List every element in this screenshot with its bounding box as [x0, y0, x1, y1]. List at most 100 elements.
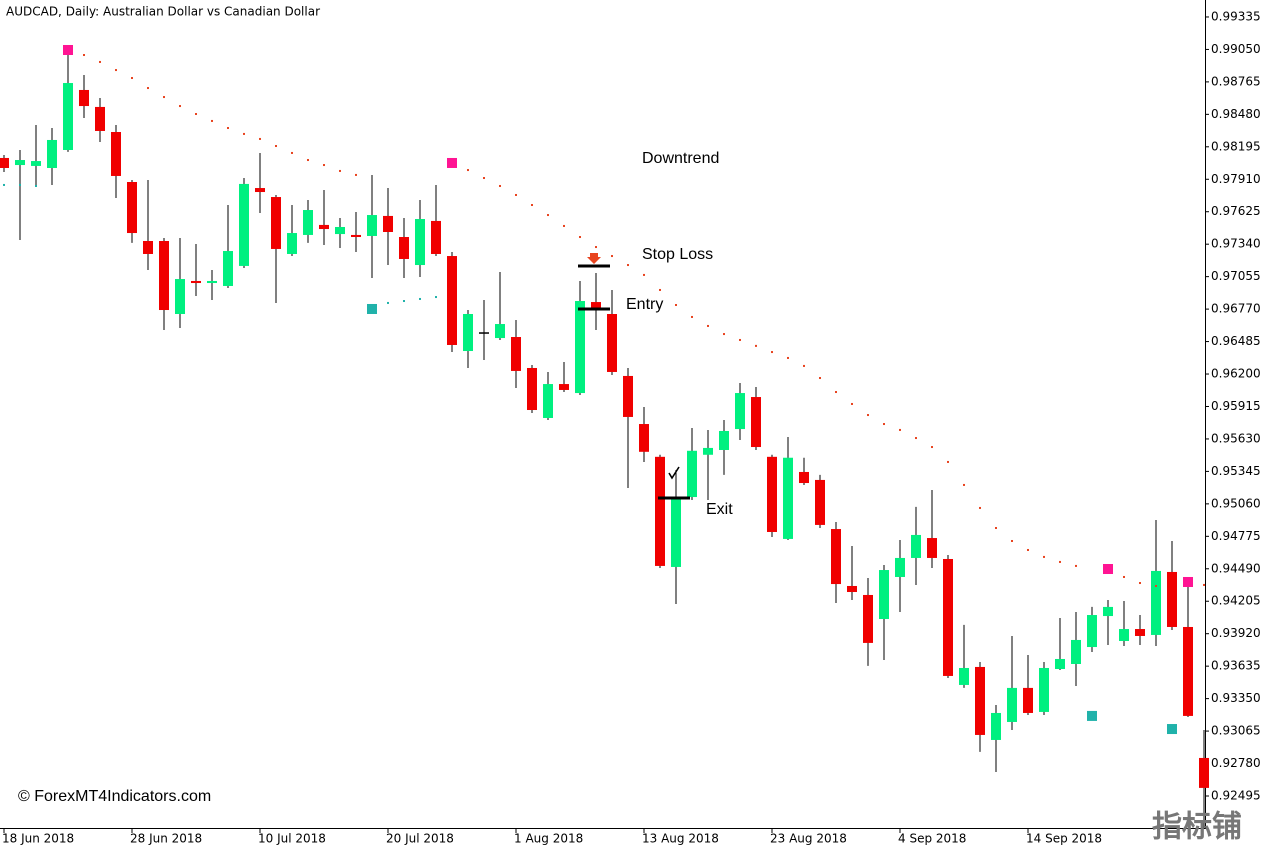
x-tick-label: 1 Aug 2018 — [514, 832, 583, 846]
candle-body — [751, 397, 761, 448]
candle-body — [287, 233, 297, 254]
sar-dot — [3, 183, 5, 186]
candle-body — [1183, 626, 1193, 716]
candle-body — [207, 280, 217, 284]
sar-dot — [707, 324, 709, 327]
candle-body — [895, 557, 905, 577]
candle-body — [527, 367, 537, 411]
sar-dot — [691, 315, 693, 318]
annotation: Exit — [706, 501, 733, 518]
x-tick-label: 14 Sep 2018 — [1026, 832, 1102, 846]
sar-dot — [387, 301, 389, 304]
sar-dot — [403, 300, 405, 303]
x-tick-label: 13 Aug 2018 — [642, 832, 719, 846]
candle-body — [335, 226, 345, 235]
candle-body — [1039, 667, 1049, 712]
sar-dot — [227, 127, 229, 130]
candle-body — [927, 538, 937, 558]
sar-dot — [19, 183, 21, 186]
candle-body — [975, 666, 985, 735]
candle-body — [383, 215, 393, 232]
candle-body — [1119, 629, 1129, 641]
candle-body — [0, 157, 9, 168]
candle-body — [319, 224, 329, 230]
sar-start — [1103, 564, 1113, 575]
candle-body — [479, 332, 489, 334]
sar-dot — [515, 193, 517, 196]
candle-body — [911, 534, 921, 558]
checkmark — [668, 466, 680, 480]
sar-dot — [659, 288, 661, 291]
candle-body — [719, 430, 729, 450]
sar-dot — [739, 338, 741, 341]
y-tick-label: 0.92780 — [1211, 756, 1261, 770]
candle-body — [1135, 629, 1145, 636]
sar-dot — [1155, 584, 1157, 587]
annotation: Stop Loss — [642, 246, 713, 263]
candle-body — [191, 280, 201, 284]
sar-dot — [179, 105, 181, 108]
sar-dot — [1075, 564, 1077, 567]
sar-start — [63, 44, 73, 55]
y-tick-label: 0.99050 — [1211, 42, 1261, 56]
sar-dot — [963, 483, 965, 486]
sar-start — [1167, 724, 1177, 735]
sar-start — [367, 303, 377, 314]
candle-body — [1087, 615, 1097, 648]
sell-arrow — [587, 253, 601, 264]
y-tick-label: 0.96485 — [1211, 334, 1261, 348]
copyright: © ForexMT4Indicators.com — [18, 788, 211, 805]
sar-dot — [915, 437, 917, 440]
candle-body — [607, 314, 617, 372]
y-tick-label: 0.98480 — [1211, 107, 1261, 121]
sar-dot — [163, 96, 165, 99]
sar-dot — [275, 145, 277, 148]
sar-dot — [259, 137, 261, 140]
candle-body — [1055, 658, 1065, 670]
candle-body — [47, 139, 57, 168]
y-tick-label: 0.97055 — [1211, 269, 1261, 283]
candle-body — [143, 240, 153, 254]
sar-dot — [323, 164, 325, 167]
sar-start — [1087, 710, 1097, 721]
y-tick-label: 0.94490 — [1211, 561, 1261, 575]
sar-dot — [83, 54, 85, 57]
sar-dot — [675, 304, 677, 307]
candle-body — [959, 667, 969, 685]
candle-body — [671, 497, 681, 567]
annotation: Downtrend — [642, 150, 719, 167]
candle-body — [159, 240, 169, 311]
sar-dot — [803, 364, 805, 367]
candle-body — [399, 237, 409, 259]
sar-dot — [835, 391, 837, 394]
sar-start — [1183, 576, 1193, 587]
x-tick-label: 10 Jul 2018 — [258, 832, 326, 846]
sar-dot — [195, 113, 197, 116]
candle-body — [127, 182, 137, 234]
sar-dot — [1123, 575, 1125, 578]
sar-dot — [979, 506, 981, 509]
sar-dot — [1203, 583, 1205, 586]
candle-body — [111, 132, 121, 176]
x-tick-label: 23 Aug 2018 — [770, 832, 847, 846]
sar-dot — [467, 169, 469, 172]
candle-body — [1199, 757, 1209, 788]
y-tick-label: 0.93635 — [1211, 659, 1261, 673]
candle-body — [175, 279, 185, 315]
sar-dot — [307, 159, 309, 162]
sar-dot — [355, 173, 357, 176]
sar-dot — [883, 423, 885, 426]
candle-body — [495, 324, 505, 339]
y-tick-label: 0.97910 — [1211, 172, 1261, 186]
sar-dot — [995, 527, 997, 530]
sar-dot — [819, 377, 821, 380]
annotation: Entry — [626, 296, 663, 313]
sar-dot — [1043, 555, 1045, 558]
y-tick-label: 0.98765 — [1211, 74, 1261, 88]
sar-dot — [115, 69, 117, 72]
candle-body — [879, 570, 889, 620]
y-tick-label: 0.93065 — [1211, 724, 1261, 738]
sar-dot — [1139, 582, 1141, 585]
